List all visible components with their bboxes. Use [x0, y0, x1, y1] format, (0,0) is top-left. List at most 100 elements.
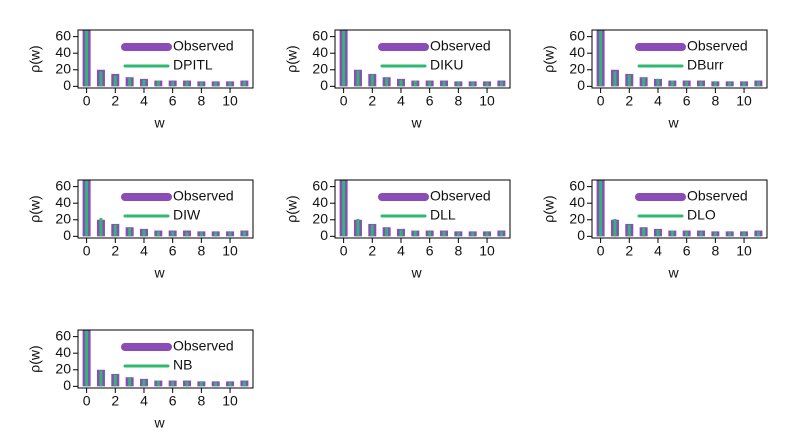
plot-area — [339, 180, 506, 237]
x-tick-label: 0 — [597, 93, 605, 109]
y-axis-label: ρ(w) — [541, 45, 557, 72]
x-tick-label: 10 — [736, 243, 752, 259]
x-axis-label: w — [153, 115, 165, 131]
plot-frame — [77, 329, 254, 389]
y-tick-label: 0 — [63, 77, 71, 93]
x-tick-label: 0 — [83, 393, 91, 409]
x-tick-label: 8 — [197, 393, 205, 409]
x-tick-label: 8 — [454, 93, 462, 109]
x-axis-label: w — [667, 115, 679, 131]
y-tick-label: 20 — [312, 210, 328, 226]
y-tick-label: 20 — [55, 360, 71, 376]
x-tick-label: 10 — [479, 243, 495, 259]
legend-label: DLL — [430, 207, 456, 223]
x-tick-label: 10 — [479, 93, 495, 109]
x-tick-label: 8 — [711, 93, 719, 109]
y-tick-label: 60 — [312, 177, 328, 193]
y-tick-label: 40 — [312, 44, 328, 60]
legend-label: Observed — [173, 38, 234, 54]
legend-label: Observed — [430, 38, 491, 54]
x-tick-label: 4 — [140, 393, 148, 409]
x-tick-label: 8 — [454, 243, 462, 259]
legend-label: DIW — [173, 207, 201, 223]
x-tick-label: 4 — [654, 243, 662, 259]
plot-area — [82, 30, 249, 87]
plot-frame — [334, 179, 511, 239]
y-axis-label: ρ(w) — [27, 45, 43, 72]
y-axis-label: ρ(w) — [27, 345, 43, 372]
y-axis-label: ρ(w) — [27, 195, 43, 222]
y-tick-label: 20 — [569, 60, 585, 76]
y-tick-label: 20 — [55, 60, 71, 76]
x-tick-label: 8 — [197, 243, 205, 259]
y-tick-label: 40 — [55, 44, 71, 60]
x-tick-label: 0 — [340, 93, 348, 109]
legend-label: Observed — [173, 188, 234, 204]
x-tick-label: 0 — [340, 243, 348, 259]
plot-frame — [591, 179, 768, 239]
y-tick-label: 60 — [55, 327, 71, 343]
legend-label: DLO — [687, 207, 716, 223]
x-tick-label: 2 — [111, 243, 119, 259]
legend-label: DPITL — [173, 57, 213, 73]
y-tick-label: 20 — [569, 210, 585, 226]
legend-label: Observed — [173, 338, 234, 354]
x-tick-label: 0 — [83, 243, 91, 259]
legend-label: Observed — [687, 38, 748, 54]
y-tick-label: 0 — [320, 227, 328, 243]
y-tick-label: 60 — [55, 27, 71, 43]
y-axis-label: ρ(w) — [284, 45, 300, 72]
x-tick-label: 6 — [426, 93, 434, 109]
x-tick-label: 6 — [426, 243, 434, 259]
x-tick-label: 8 — [197, 93, 205, 109]
plot-frame — [591, 29, 768, 89]
x-axis-label: w — [410, 115, 422, 131]
x-tick-label: 4 — [140, 93, 148, 109]
x-axis-label: w — [667, 265, 679, 281]
y-tick-label: 40 — [569, 194, 585, 210]
y-tick-label: 0 — [577, 227, 585, 243]
legend-label: DIKU — [430, 57, 463, 73]
x-tick-label: 2 — [111, 393, 119, 409]
x-tick-label: 0 — [597, 243, 605, 259]
x-tick-label: 6 — [683, 243, 691, 259]
x-tick-label: 4 — [397, 93, 405, 109]
y-tick-label: 0 — [577, 77, 585, 93]
x-tick-label: 4 — [654, 93, 662, 109]
y-tick-label: 0 — [320, 77, 328, 93]
y-axis-label: ρ(w) — [541, 195, 557, 222]
plot-frame — [334, 29, 511, 89]
x-tick-label: 2 — [111, 93, 119, 109]
y-tick-label: 40 — [55, 194, 71, 210]
plot-frame — [77, 29, 254, 89]
plot-area — [596, 180, 763, 237]
x-tick-label: 10 — [222, 93, 238, 109]
x-tick-label: 6 — [683, 93, 691, 109]
y-tick-label: 40 — [312, 194, 328, 210]
x-tick-label: 4 — [397, 243, 405, 259]
y-tick-label: 60 — [569, 177, 585, 193]
x-axis-label: w — [410, 265, 422, 281]
x-tick-label: 10 — [222, 393, 238, 409]
legend-label: NB — [173, 357, 192, 373]
x-tick-label: 2 — [368, 93, 376, 109]
x-tick-label: 2 — [625, 243, 633, 259]
x-tick-label: 10 — [736, 93, 752, 109]
plot-area — [596, 30, 763, 87]
x-tick-label: 6 — [169, 243, 177, 259]
x-axis-label: w — [153, 415, 165, 431]
y-tick-label: 60 — [312, 27, 328, 43]
legend-label: Observed — [687, 188, 748, 204]
x-tick-label: 2 — [368, 243, 376, 259]
x-tick-label: 6 — [169, 93, 177, 109]
x-tick-label: 4 — [140, 243, 148, 259]
plot-frame — [77, 179, 254, 239]
x-tick-label: 2 — [625, 93, 633, 109]
x-tick-label: 0 — [83, 93, 91, 109]
